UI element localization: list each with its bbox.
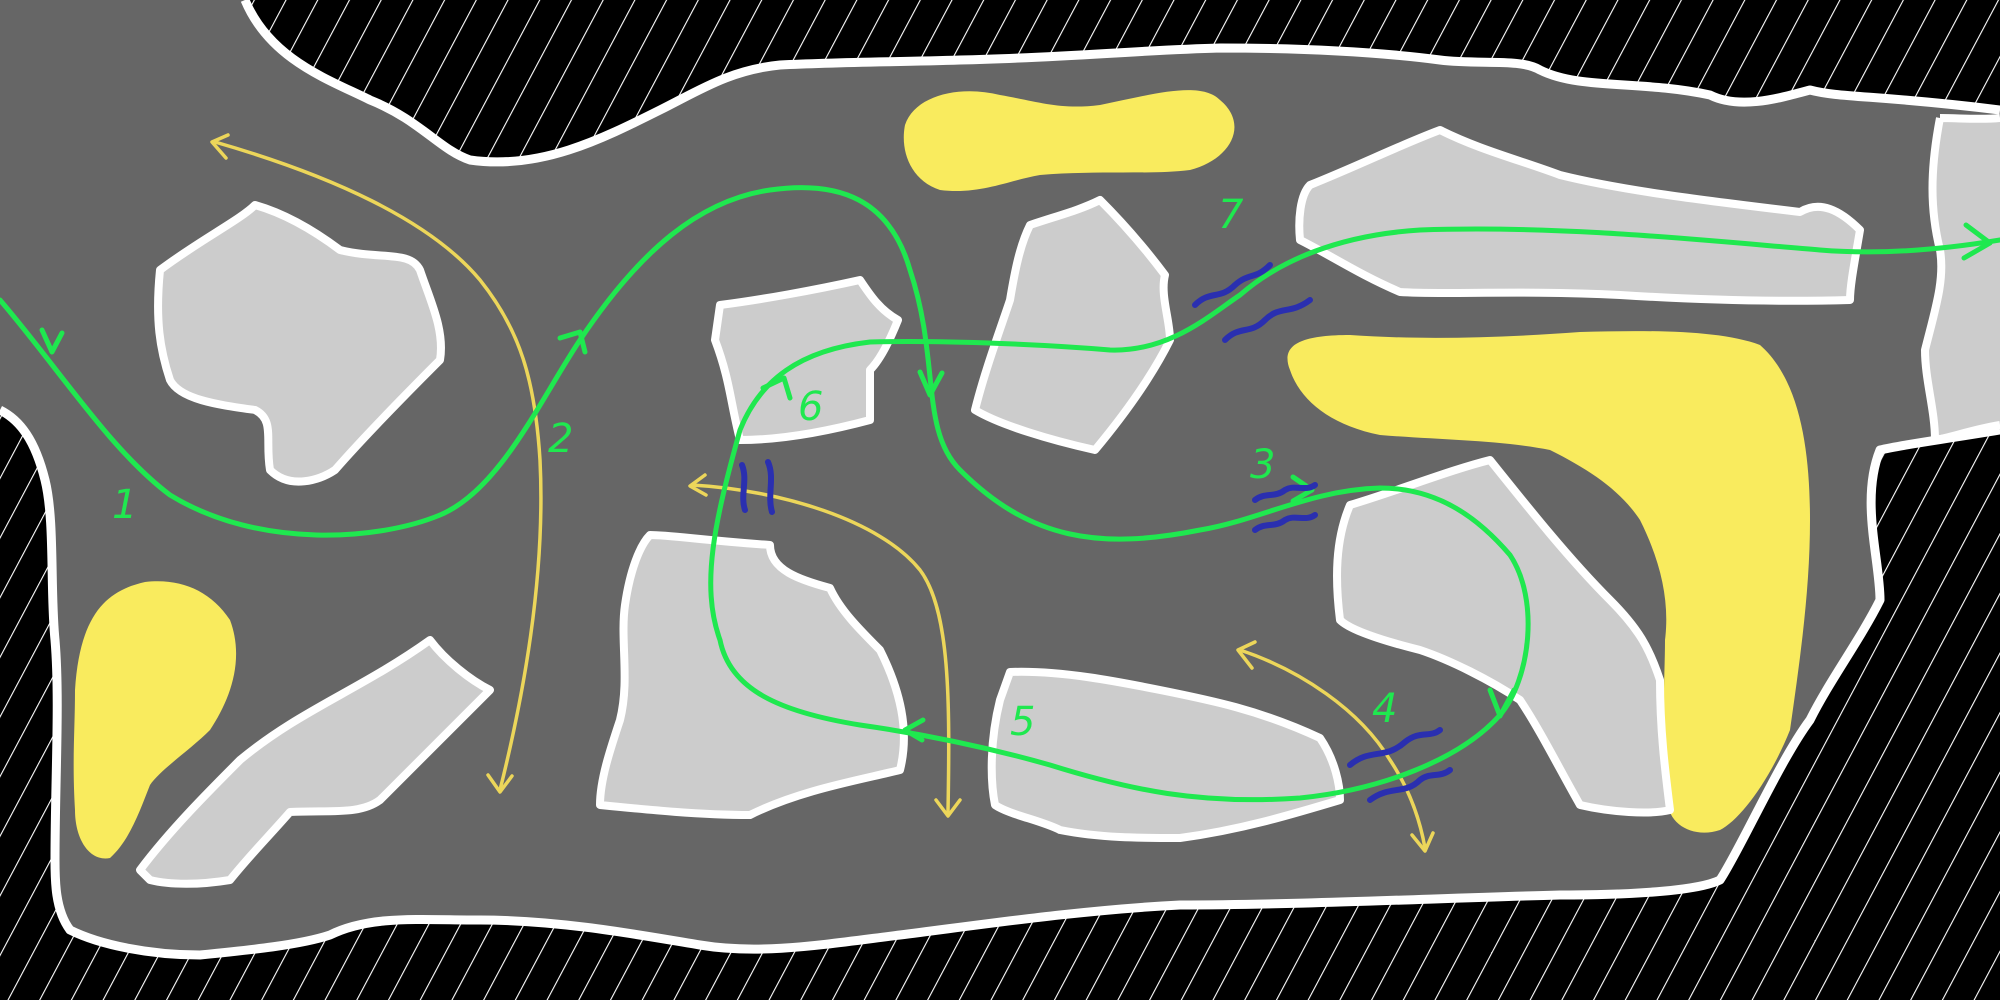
route-arrowhead [557, 329, 588, 355]
hazard-zone [903, 90, 1235, 192]
outlines [0, 0, 2000, 960]
route-label-7: 7 [1218, 192, 1244, 238]
route-arrowhead [1487, 687, 1517, 719]
water-ripple [1192, 262, 1273, 308]
water-ripple [765, 459, 775, 515]
route-arrowhead [39, 327, 65, 355]
alt-route-path [213, 140, 543, 792]
rock [1925, 118, 2000, 440]
water-ripple [1252, 482, 1318, 503]
alt-routes [210, 133, 1435, 853]
route-arrowhead [1961, 222, 1993, 261]
hazard-zones [73, 90, 1810, 859]
alt-route-arrowhead [1236, 640, 1435, 853]
floor-outline [240, 0, 2000, 167]
route-segment-1 [0, 185, 2000, 803]
hazard-zone [1287, 331, 1810, 833]
rock [600, 535, 904, 815]
rock [1299, 130, 1860, 301]
route-label-5: 5 [1010, 699, 1035, 745]
route-arrowhead [902, 717, 926, 743]
route-arrowhead [1290, 474, 1315, 504]
alt-route-arrowhead [688, 473, 962, 818]
route-labels: 1 2 3 4 5 6 7 [112, 192, 1397, 745]
water-ripple [1347, 727, 1443, 768]
rock [975, 200, 1170, 450]
route-arrowhead [917, 369, 945, 398]
hazard-zone [73, 581, 237, 859]
rock-outlines [136, 114, 2000, 888]
floor-outline [0, 405, 2000, 960]
water-ripple [1222, 297, 1313, 343]
water-markers [739, 262, 1453, 803]
alt-route-path [1238, 648, 1427, 850]
water-ripple [739, 462, 748, 513]
route-label-6: 6 [798, 384, 823, 430]
water-ripple [1252, 512, 1318, 533]
water-ripple [1367, 767, 1453, 803]
rock [140, 640, 490, 884]
route-label-4: 4 [1372, 686, 1397, 732]
rock [1337, 460, 1670, 813]
rock [158, 205, 441, 482]
alt-route-arrowhead [210, 133, 514, 794]
route-label-3: 3 [1250, 442, 1275, 488]
route-label-1: 1 [112, 482, 137, 528]
route-label-2: 2 [548, 416, 573, 462]
route-arrowhead [760, 375, 793, 401]
alt-route-path [690, 483, 951, 814]
main-route [0, 185, 2000, 803]
